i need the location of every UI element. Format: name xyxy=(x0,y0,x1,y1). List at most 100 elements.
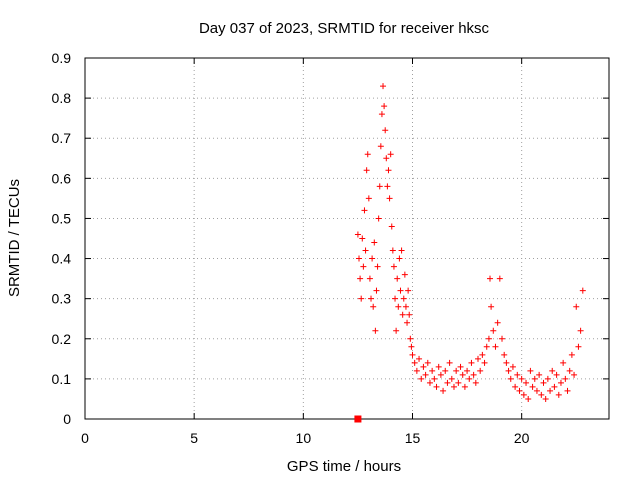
data-point xyxy=(402,303,409,310)
data-point xyxy=(386,195,393,202)
data-point xyxy=(399,311,406,318)
data-point xyxy=(464,367,471,374)
data-point xyxy=(406,311,413,318)
data-point xyxy=(360,263,367,270)
data-point xyxy=(365,195,372,202)
data-point xyxy=(382,127,389,134)
y-tick-label: 0.9 xyxy=(52,50,72,66)
data-point xyxy=(426,379,433,386)
data-point xyxy=(371,239,378,246)
data-point xyxy=(485,335,492,342)
data-point xyxy=(411,359,418,366)
data-point xyxy=(442,367,449,374)
x-tick-label: 5 xyxy=(190,430,198,446)
data-point xyxy=(566,367,573,374)
data-point xyxy=(389,247,396,254)
data-point xyxy=(368,295,375,302)
data-point xyxy=(375,215,382,222)
data-point xyxy=(364,151,371,158)
data-point xyxy=(435,363,442,370)
y-tick-label: 0.2 xyxy=(52,331,72,347)
data-point xyxy=(390,263,397,270)
data-point xyxy=(446,359,453,366)
data-point xyxy=(404,319,411,326)
data-point xyxy=(437,371,444,378)
data-point xyxy=(562,375,569,382)
data-point xyxy=(388,223,395,230)
data-point xyxy=(551,383,558,390)
data-point xyxy=(575,343,582,350)
data-point xyxy=(418,375,425,382)
data-point xyxy=(573,303,580,310)
data-point xyxy=(481,359,488,366)
data-point xyxy=(397,287,404,294)
data-point xyxy=(518,375,525,382)
data-point xyxy=(357,275,364,282)
data-point xyxy=(549,367,556,374)
data-point xyxy=(533,387,540,394)
y-tick-label: 0.1 xyxy=(52,371,72,387)
data-point xyxy=(381,103,388,110)
data-point xyxy=(507,375,514,382)
data-point xyxy=(356,255,363,262)
data-point xyxy=(407,335,414,342)
x-tick-label: 20 xyxy=(514,430,530,446)
data-point xyxy=(383,155,390,162)
data-point xyxy=(470,371,477,378)
data-point xyxy=(457,363,464,370)
data-point xyxy=(560,359,567,366)
data-point xyxy=(453,367,460,374)
data-point xyxy=(455,379,462,386)
data-point xyxy=(523,379,530,386)
data-point xyxy=(468,359,475,366)
axis-ticks: 0 0.1 0.2 0.3 0.4 0.5 0.6 0.7 0.8 0.9 0 5 10 15 20 xyxy=(52,50,609,446)
data-point xyxy=(363,167,370,174)
data-point xyxy=(358,295,365,302)
data-point xyxy=(487,275,494,282)
data-point xyxy=(459,371,466,378)
baseline-marker xyxy=(354,415,362,423)
y-tick-label: 0.3 xyxy=(52,291,72,307)
data-point xyxy=(424,359,431,366)
data-point xyxy=(512,383,519,390)
y-tick-label: 0.7 xyxy=(52,130,72,146)
y-tick-label: 0.4 xyxy=(52,251,72,267)
data-point xyxy=(531,375,538,382)
chart-title: Day 037 of 2023, SRMTID for receiver hks… xyxy=(199,20,490,37)
data-point xyxy=(499,335,506,342)
y-tick-label: 0 xyxy=(63,411,71,427)
data-point xyxy=(553,371,560,378)
data-point xyxy=(370,303,377,310)
data-point xyxy=(516,387,523,394)
data-point xyxy=(394,275,401,282)
data-point xyxy=(378,111,385,118)
data-point xyxy=(547,387,554,394)
data-point xyxy=(385,167,392,174)
data-point xyxy=(540,379,547,386)
data-point xyxy=(392,295,399,302)
data-point xyxy=(448,375,455,382)
data-point xyxy=(361,207,368,214)
data-point xyxy=(509,363,516,370)
data-point xyxy=(376,183,383,190)
data-point xyxy=(542,395,549,402)
data-point xyxy=(422,371,429,378)
data-point xyxy=(405,287,412,294)
data-point xyxy=(501,351,508,358)
data-point xyxy=(433,383,440,390)
data-point xyxy=(527,367,534,374)
grid-lines xyxy=(85,58,609,419)
data-point xyxy=(492,343,499,350)
y-tick-label: 0.6 xyxy=(52,170,72,186)
y-tick-label: 0.5 xyxy=(52,210,72,226)
data-point xyxy=(577,327,584,334)
data-point xyxy=(395,303,402,310)
data-point xyxy=(362,247,369,254)
data-point xyxy=(372,327,379,334)
data-point xyxy=(568,351,575,358)
x-tick-label: 0 xyxy=(81,430,89,446)
plot-frame xyxy=(84,57,610,420)
data-point xyxy=(564,387,571,394)
data-point xyxy=(529,383,536,390)
